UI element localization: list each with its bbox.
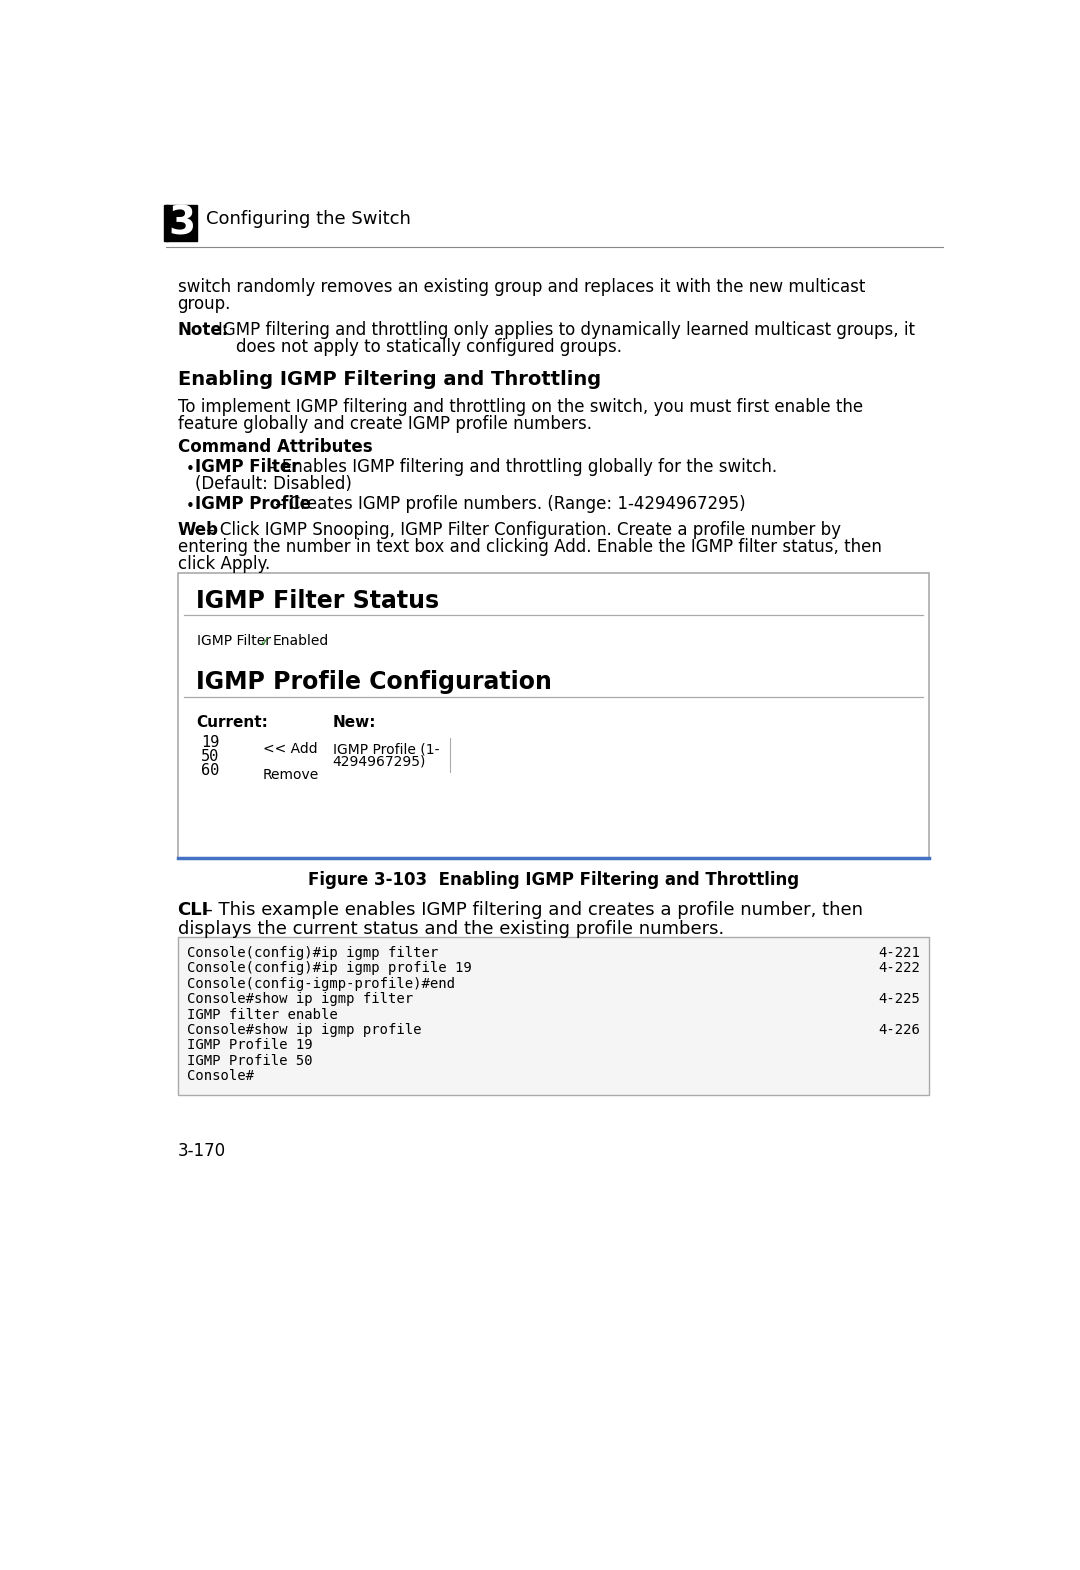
- Text: entering the number in text box and clicking Add. Enable the IGMP filter status,: entering the number in text box and clic…: [177, 539, 881, 556]
- Text: Current:: Current:: [197, 714, 268, 730]
- Text: IGMP Profile Configuration: IGMP Profile Configuration: [197, 670, 552, 694]
- Text: 3-170: 3-170: [177, 1141, 226, 1160]
- Text: IGMP filter enable: IGMP filter enable: [187, 1008, 338, 1022]
- Text: IGMP Filter: IGMP Filter: [194, 458, 299, 476]
- Text: CLI: CLI: [177, 901, 208, 920]
- Text: Configuring the Switch: Configuring the Switch: [206, 210, 411, 228]
- FancyBboxPatch shape: [194, 631, 258, 648]
- FancyBboxPatch shape: [265, 738, 318, 760]
- Text: 19: 19: [201, 735, 219, 750]
- FancyBboxPatch shape: [258, 631, 321, 648]
- Text: 4-226: 4-226: [878, 1024, 920, 1038]
- Text: Web: Web: [177, 521, 218, 539]
- Text: To implement IGMP filtering and throttling on the switch, you must first enable : To implement IGMP filtering and throttli…: [177, 397, 863, 416]
- Text: New:: New:: [333, 714, 376, 730]
- Text: Console(config)#ip igmp filter: Console(config)#ip igmp filter: [187, 947, 438, 961]
- Text: 4-225: 4-225: [878, 992, 920, 1006]
- FancyBboxPatch shape: [453, 739, 597, 771]
- Text: IGMP Profile 19: IGMP Profile 19: [187, 1038, 312, 1052]
- Text: (Default: Disabled): (Default: Disabled): [194, 474, 352, 493]
- FancyBboxPatch shape: [164, 206, 167, 240]
- Text: – Click IGMP Snooping, IGMP Filter Configuration. Create a profile number by: – Click IGMP Snooping, IGMP Filter Confi…: [201, 521, 841, 539]
- Text: Console(config)#ip igmp profile 19: Console(config)#ip igmp profile 19: [187, 961, 472, 975]
- Text: Enabled: Enabled: [272, 634, 328, 648]
- Text: 4-221: 4-221: [878, 947, 920, 961]
- Text: 4294967295): 4294967295): [333, 754, 426, 768]
- Text: Figure 3-103  Enabling IGMP Filtering and Throttling: Figure 3-103 Enabling IGMP Filtering and…: [308, 871, 799, 889]
- FancyBboxPatch shape: [260, 634, 270, 645]
- FancyBboxPatch shape: [177, 937, 930, 1096]
- Text: – Enables IGMP filtering and throttling globally for the switch.: – Enables IGMP filtering and throttling …: [262, 458, 777, 476]
- Text: Console#show ip igmp filter: Console#show ip igmp filter: [187, 992, 413, 1006]
- Text: Console(config-igmp-profile)#end: Console(config-igmp-profile)#end: [187, 977, 455, 991]
- Text: Remove: Remove: [262, 768, 319, 782]
- Text: Note:: Note:: [177, 320, 229, 339]
- Text: Enabling IGMP Filtering and Throttling: Enabling IGMP Filtering and Throttling: [177, 371, 600, 389]
- Text: Console#show ip igmp profile: Console#show ip igmp profile: [187, 1024, 421, 1038]
- Text: IGMP Profile: IGMP Profile: [194, 495, 311, 513]
- FancyBboxPatch shape: [265, 765, 318, 787]
- Text: – Creates IGMP profile numbers. (Range: 1-4294967295): – Creates IGMP profile numbers. (Range: …: [270, 495, 745, 513]
- Text: 60: 60: [201, 763, 219, 777]
- Text: feature globally and create IGMP profile numbers.: feature globally and create IGMP profile…: [177, 414, 592, 433]
- Text: switch randomly removes an existing group and replaces it with the new multicast: switch randomly removes an existing grou…: [177, 278, 865, 295]
- Text: IGMP Profile (1-: IGMP Profile (1-: [333, 743, 440, 757]
- Text: click Apply.: click Apply.: [177, 554, 270, 573]
- FancyBboxPatch shape: [329, 738, 600, 772]
- Text: •: •: [186, 499, 194, 513]
- Text: Console#: Console#: [187, 1069, 254, 1083]
- Text: << Add: << Add: [264, 743, 319, 757]
- FancyBboxPatch shape: [166, 206, 197, 240]
- Text: group.: group.: [177, 295, 231, 312]
- FancyBboxPatch shape: [197, 730, 252, 799]
- Text: IGMP filtering and throttling only applies to dynamically learned multicast grou: IGMP filtering and throttling only appli…: [218, 320, 915, 339]
- Text: •: •: [186, 462, 194, 477]
- Text: 3: 3: [167, 204, 195, 242]
- FancyBboxPatch shape: [177, 573, 930, 859]
- Text: Command Attributes: Command Attributes: [177, 438, 373, 455]
- Text: 50: 50: [201, 749, 219, 765]
- Text: 4-222: 4-222: [878, 961, 920, 975]
- Text: IGMP Profile 50: IGMP Profile 50: [187, 1053, 312, 1068]
- Text: – This example enables IGMP filtering and creates a profile number, then: – This example enables IGMP filtering an…: [198, 901, 863, 920]
- Text: displays the current status and the existing profile numbers.: displays the current status and the exis…: [177, 920, 724, 937]
- Text: IGMP Filter Status: IGMP Filter Status: [197, 589, 440, 612]
- Text: IGMP Filter: IGMP Filter: [197, 634, 271, 648]
- Text: ✓: ✓: [259, 636, 270, 648]
- Text: does not apply to statically configured groups.: does not apply to statically configured …: [235, 338, 622, 356]
